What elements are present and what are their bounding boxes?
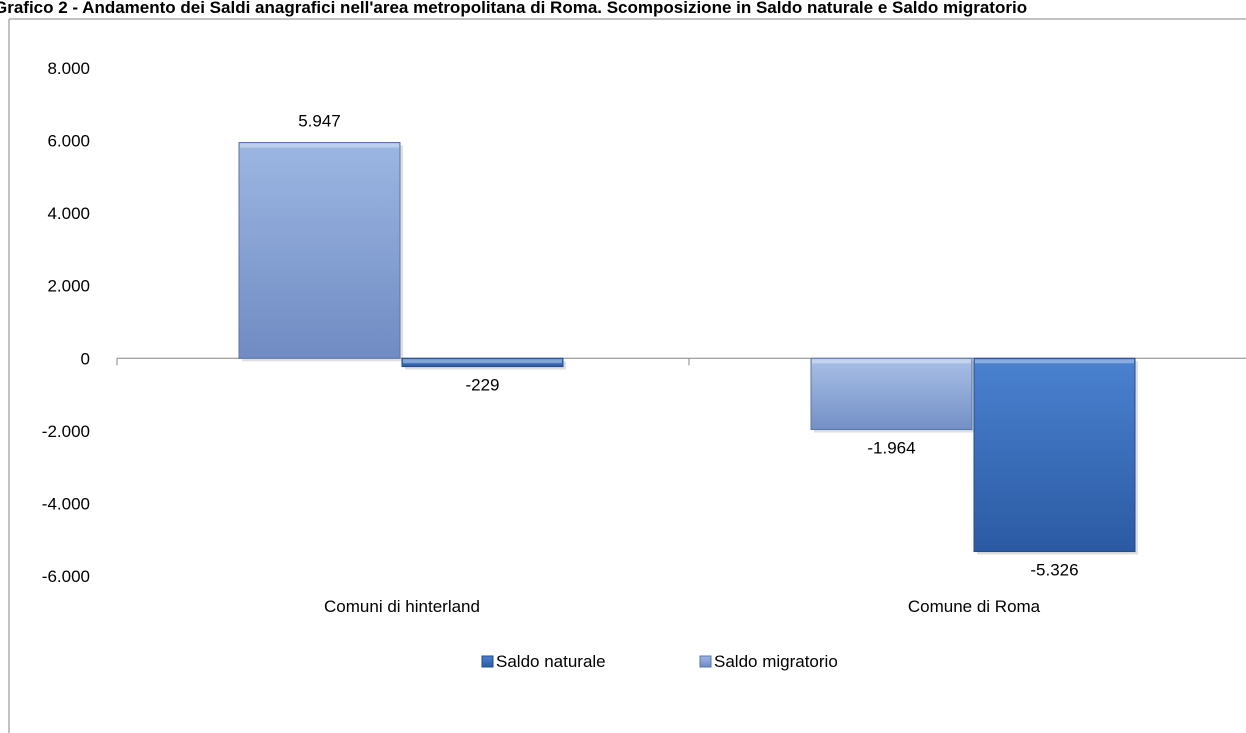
y-tick-label: -2.000 [42, 422, 90, 441]
y-tick-label: 2.000 [47, 277, 90, 296]
category-labels: Comuni di hinterland Comune di Roma [324, 597, 1041, 616]
category-label: Comuni di hinterland [324, 597, 480, 616]
bar [401, 357, 564, 368]
bar [238, 141, 401, 359]
y-tick-label: 8.000 [47, 59, 90, 78]
y-tick-label: -4.000 [42, 494, 90, 513]
bar [810, 357, 973, 431]
data-label: -229 [465, 376, 499, 395]
legend-swatch [699, 655, 712, 668]
y-tick-label: 0 [81, 349, 90, 368]
y-tick-label: 4.000 [47, 204, 90, 223]
bar [973, 357, 1136, 553]
data-label: -5.326 [1030, 561, 1078, 580]
legend-label: Saldo migratorio [714, 652, 838, 671]
data-labels: 5.947 -229 -1.964 -5.326 [298, 111, 1078, 579]
data-label: 5.947 [298, 111, 341, 130]
bar-bevel [812, 359, 971, 364]
bar-bevel [240, 143, 399, 148]
bar-bevel [403, 359, 562, 364]
y-tick-label: 6.000 [47, 132, 90, 151]
legend-label: Saldo naturale [496, 652, 606, 671]
data-label: -1.964 [867, 439, 915, 458]
bars [238, 141, 1138, 555]
legend-swatch [481, 655, 494, 668]
legend: Saldo naturale Saldo migratorio [481, 652, 838, 671]
y-axis-ticks: 8.000 6.000 4.000 2.000 0 -2.000 -4.000 -6.000 [42, 59, 90, 586]
chart-title: Grafico 2 - Andamento dei Saldi anagrafi… [0, 0, 1027, 17]
category-label: Comune di Roma [908, 597, 1041, 616]
y-tick-label: -6.000 [42, 567, 90, 586]
bar-bevel [975, 359, 1134, 364]
